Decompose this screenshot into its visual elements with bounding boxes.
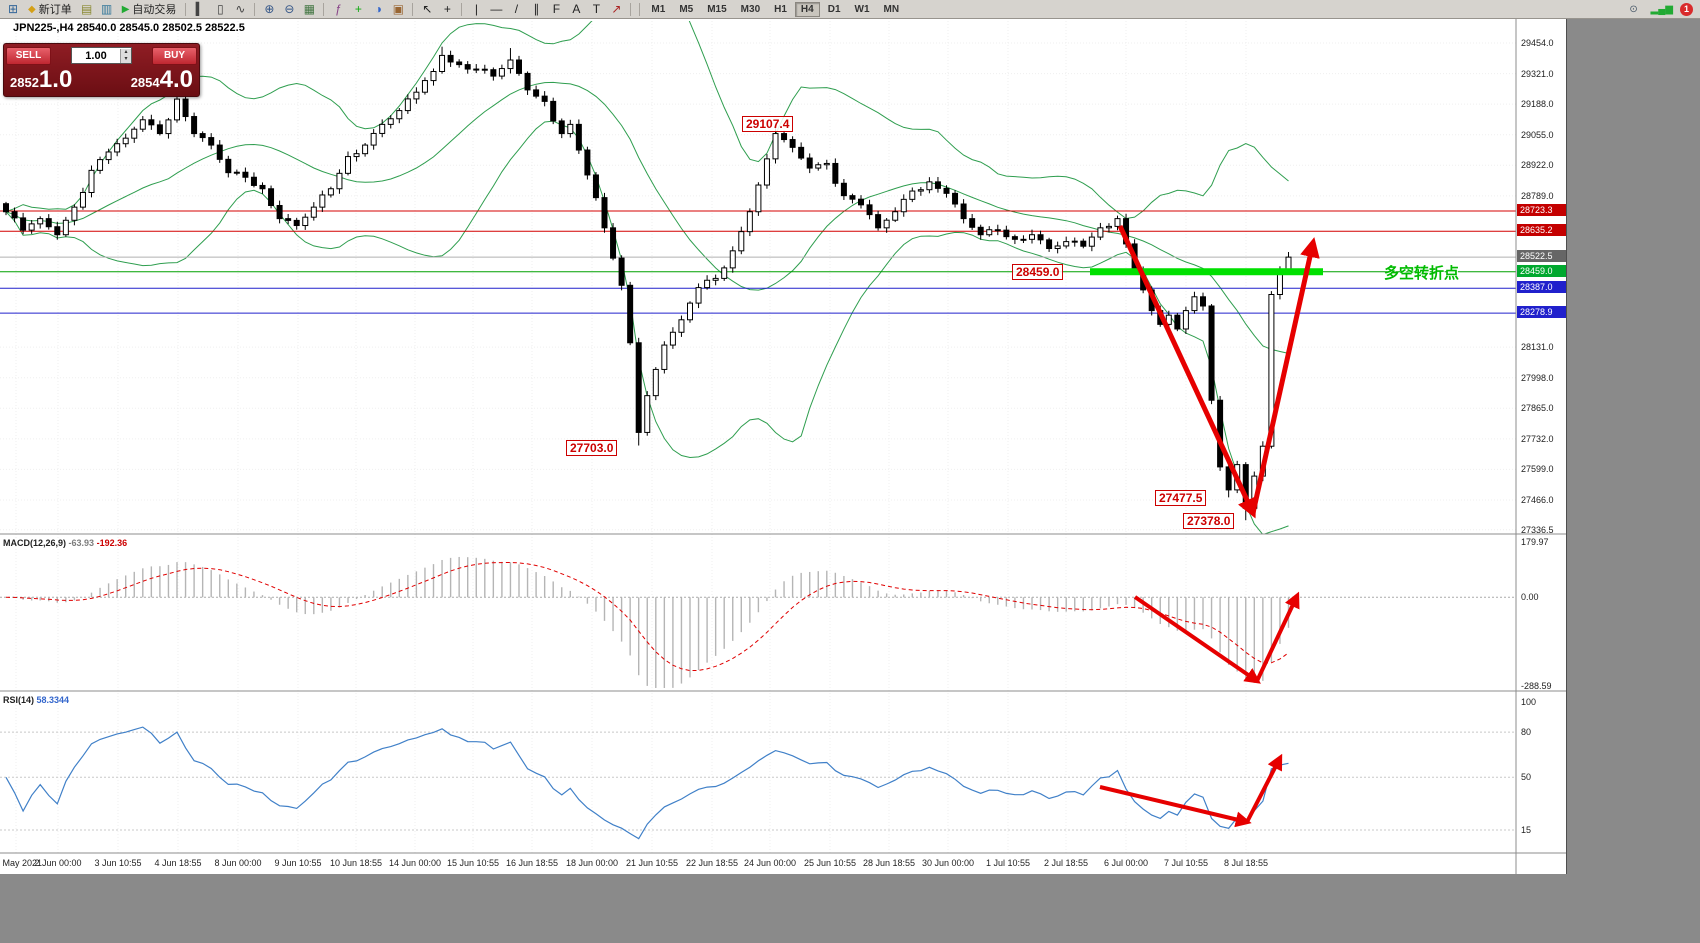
zoom-out-icon[interactable]: ⊖ xyxy=(284,2,295,16)
bollinger-band xyxy=(5,120,1289,534)
one-click-trading-panel: SELL ▴ ▾ BUY 28521.0 28544.0 xyxy=(3,43,200,97)
grid xyxy=(0,21,1516,853)
toolbar-separator xyxy=(412,2,414,16)
macd-signal-line xyxy=(5,561,1289,672)
rsi-indicator[interactable] xyxy=(0,726,1516,840)
profiles-icon[interactable]: ▤ xyxy=(81,2,93,16)
volume-stepper[interactable]: ▴ ▾ xyxy=(71,47,132,64)
trendline-icon[interactable]: / xyxy=(514,2,519,16)
timeframe-button-M1[interactable]: M1 xyxy=(651,3,666,15)
autotrading-button[interactable]: ▶ 自动交易 xyxy=(121,3,177,17)
toolbar-separator xyxy=(630,2,632,16)
indicators-icon[interactable]: ƒ xyxy=(335,2,342,16)
channel-icon[interactable]: ∥ xyxy=(533,2,540,16)
toolbar-separator xyxy=(323,2,325,16)
volume-input[interactable] xyxy=(72,48,120,63)
new-chart-icon[interactable]: ⊞ xyxy=(7,2,19,16)
volume-up-button[interactable]: ▴ xyxy=(120,48,131,56)
timeframe-button-M30[interactable]: M30 xyxy=(740,3,761,15)
timeframe-button-H1[interactable]: H1 xyxy=(774,3,787,15)
macd-indicator[interactable] xyxy=(0,556,1516,688)
sell-button[interactable]: SELL xyxy=(6,46,51,65)
trend-arrow[interactable] xyxy=(1133,595,1261,684)
chart-workspace: 29454.0 29321.0 29188.0 29055.0 28922.0 28789… xyxy=(0,19,1700,943)
trend-arrow[interactable] xyxy=(1099,785,1252,828)
timeframe-button-W1[interactable]: W1 xyxy=(854,3,870,15)
signal-strength-icon[interactable]: ▂▄▆ xyxy=(1650,3,1673,15)
cursor-icon[interactable]: ↖ xyxy=(422,2,433,16)
bollinger-band xyxy=(5,21,1289,220)
buy-price: 28544.0 xyxy=(130,66,193,93)
chart-shift-icon[interactable]: ⊙ xyxy=(1629,3,1638,15)
periods-icon[interactable]: ◑ xyxy=(374,2,383,16)
fibonacci-icon[interactable]: F xyxy=(552,2,561,16)
timeframe-button-D1[interactable]: D1 xyxy=(827,3,841,15)
timeframe-button-M5[interactable]: M5 xyxy=(679,3,694,15)
buy-button[interactable]: BUY xyxy=(152,46,197,65)
trend-arrow[interactable] xyxy=(1245,753,1283,823)
sell-price: 28521.0 xyxy=(10,66,73,93)
horizontal-line-icon[interactable]: — xyxy=(490,2,503,16)
crosshair-icon[interactable]: + xyxy=(443,2,451,16)
toolbar-separator xyxy=(461,2,463,16)
candlestick-chart-icon[interactable]: ▯ xyxy=(217,2,224,16)
chart-window[interactable]: 29454.0 29321.0 29188.0 29055.0 28922.0 28789… xyxy=(0,19,1567,874)
support-zone-line[interactable] xyxy=(1090,268,1323,276)
shapes-icon[interactable]: ↗ xyxy=(611,2,622,16)
volume-down-button[interactable]: ▾ xyxy=(120,55,131,63)
rsi-title: RSI(14) 58.3344 xyxy=(3,695,70,705)
add-indicator-icon[interactable]: + xyxy=(354,2,362,16)
chart-canvas[interactable] xyxy=(0,19,1567,874)
bar-chart-icon[interactable]: ▍ xyxy=(195,2,206,16)
timeframe-button-H4[interactable]: H4 xyxy=(794,1,820,17)
symbol-info: JPN225-,H4 28540.0 28545.0 28502.5 28522… xyxy=(13,22,245,34)
timeframe-button-MN[interactable]: MN xyxy=(883,3,900,15)
timeframe-button-M15[interactable]: M15 xyxy=(707,3,727,15)
toolbar: ⊞ ◆ 新订单 ▤ ▥ ▶ 自动交易 ▍ ▯ ∿ ⊕ ⊖ ▦ ƒ + ◑ ▣ ↖ + | — / ∥ F A T ↗ M1 M5 M15 M… xyxy=(0,0,1700,19)
trend-arrow[interactable] xyxy=(1250,237,1320,514)
macd-title: MACD(12,26,9) -63.93 -192.36 xyxy=(3,538,128,548)
trend-arrow[interactable] xyxy=(1255,591,1300,682)
templates-icon[interactable]: ▣ xyxy=(392,2,405,16)
rsi-line xyxy=(5,726,1289,840)
text-icon[interactable]: A xyxy=(572,2,581,16)
toolbar-separator xyxy=(254,2,256,16)
label-icon[interactable]: T xyxy=(592,2,601,16)
toolbar-separator xyxy=(185,2,187,16)
trend-arrow[interactable] xyxy=(1117,224,1257,519)
main-price-panel[interactable] xyxy=(0,19,1516,535)
zoom-in-icon[interactable]: ⊕ xyxy=(264,2,275,16)
vertical-line-icon[interactable]: | xyxy=(474,2,478,16)
notification-badge[interactable]: 1 xyxy=(1680,2,1693,16)
market-watch-icon[interactable]: ▥ xyxy=(101,2,113,16)
line-chart-icon[interactable]: ∿ xyxy=(235,2,246,16)
tile-windows-icon[interactable]: ▦ xyxy=(303,2,316,16)
new-order-button[interactable]: ◆ 新订单 xyxy=(28,3,72,17)
